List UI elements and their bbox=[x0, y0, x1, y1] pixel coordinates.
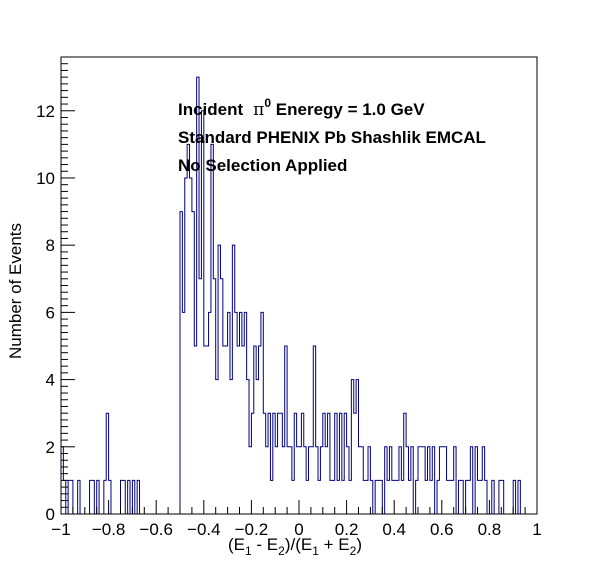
y-tick-label: 0 bbox=[46, 505, 55, 524]
x-tick-label: 0.8 bbox=[478, 520, 502, 539]
y-tick-label: 6 bbox=[46, 303, 55, 322]
x-axis: −1 −0.8 −0.6 −0.4 −0.2 0 0.2 0.4 0.6 0.8 1 bbox=[51, 500, 542, 539]
annotation-incident-label: Incident bbox=[178, 100, 244, 119]
x-tick-label: −0.2 bbox=[235, 520, 269, 539]
y-tick-label: 12 bbox=[36, 102, 55, 121]
x-tick-label: −0.6 bbox=[139, 520, 173, 539]
x-tick-label: −0.8 bbox=[92, 520, 126, 539]
x-tick-label: 0.4 bbox=[382, 520, 406, 539]
x-tick-label: −0.4 bbox=[187, 520, 221, 539]
y-tick-label: 2 bbox=[46, 438, 55, 457]
annotation-incident-energy: Incident π0 Eneregy = 1.0 GeV bbox=[178, 96, 425, 120]
annotation-detector: Standard PHENIX Pb Shashlik EMCAL bbox=[178, 128, 486, 147]
y-tick-label: 4 bbox=[46, 371, 55, 390]
x-tick-label: −1 bbox=[51, 520, 70, 539]
annotation-energy-value: Eneregy = 1.0 GeV bbox=[271, 100, 425, 119]
pi-symbol: π bbox=[253, 100, 264, 120]
y-tick-label: 10 bbox=[36, 169, 55, 188]
x-tick-label: 1 bbox=[532, 520, 541, 539]
y-tick-label: 8 bbox=[46, 236, 55, 255]
x-tick-label: 0.6 bbox=[430, 520, 454, 539]
y-axis-title: Number of Events bbox=[6, 223, 25, 359]
x-tick-label: 0 bbox=[294, 520, 303, 539]
y-axis: 0 2 4 6 8 10 12 bbox=[36, 56, 75, 524]
pi-superscript: 0 bbox=[264, 96, 271, 110]
x-axis-title: (E1 - E2)/(E1 + E2) bbox=[228, 535, 362, 558]
annotation-selection: No Selection Applied bbox=[178, 156, 347, 175]
x-tick-label: 0.2 bbox=[335, 520, 359, 539]
